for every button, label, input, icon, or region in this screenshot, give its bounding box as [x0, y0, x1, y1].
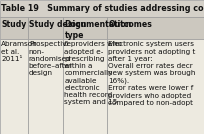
Text: Prospective
non-
randomised
before–after
design: Prospective non- randomised before–after…	[29, 41, 73, 76]
Bar	[0, 17, 28, 39]
Text: Electronic system users
providers not adopting t
after 1 year:
Overall error rat: Electronic system users providers not ad…	[108, 41, 196, 106]
Bar	[107, 39, 204, 134]
Bar	[63, 17, 107, 39]
Text: Abramson
et al.
2011¹: Abramson et al. 2011¹	[1, 41, 38, 62]
Bar	[0, 39, 28, 134]
Text: Outcomes: Outcomes	[108, 20, 152, 29]
Bar	[28, 39, 63, 134]
Text: Study design: Study design	[29, 20, 86, 29]
Bar	[107, 17, 204, 39]
Text: Study: Study	[1, 20, 27, 29]
Text: Table 19   Summary of studies addressing computerised do: Table 19 Summary of studies addressing c…	[1, 4, 204, 13]
Text: 6 providers who
adopted e-
prescribing
within a
commercially
available
electroni: 6 providers who adopted e- prescribing w…	[64, 41, 122, 105]
Text: Documentation
type: Documentation type	[64, 20, 132, 40]
Bar	[28, 17, 63, 39]
Bar	[0, 0, 204, 17]
Bar	[63, 39, 107, 134]
